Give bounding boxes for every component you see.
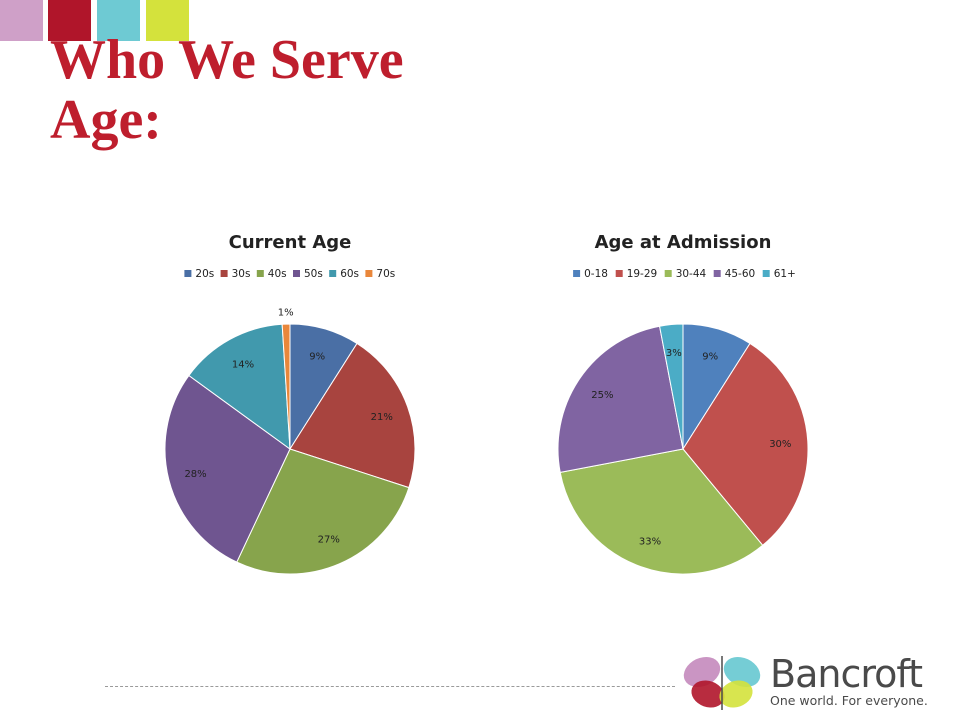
bancroft-logo-icon xyxy=(683,656,761,710)
brand-name: Bancroft xyxy=(770,652,923,696)
data-label: 9% xyxy=(702,351,718,362)
slide-title-line1: Who We Serve xyxy=(50,29,404,91)
pie-slice xyxy=(658,323,684,450)
accent-square-red xyxy=(48,0,91,41)
legend-swatch xyxy=(256,270,264,277)
data-label: 30% xyxy=(769,439,791,450)
accent-square-teal xyxy=(97,0,140,41)
pie-slice xyxy=(682,342,809,547)
current-age-pie-chart: Current Age 20s 30s 40s 50s 60s 70s 9% 21% 27% 28%… xyxy=(164,232,416,575)
legend-swatch xyxy=(293,270,300,277)
pie-slice xyxy=(188,323,291,451)
pie-slice xyxy=(164,374,291,563)
brand-tagline: One world. For everyone. xyxy=(770,693,928,708)
pie-slice xyxy=(559,448,764,575)
legend-label: 50s xyxy=(304,268,323,280)
legend-swatch xyxy=(615,270,623,277)
legend-label: 70s xyxy=(376,268,395,280)
legend-label: 30s xyxy=(232,268,251,280)
data-label: 9% xyxy=(309,351,325,362)
pie-slice xyxy=(236,448,410,575)
legend-swatch xyxy=(573,270,581,277)
data-label: 25% xyxy=(591,390,613,401)
legend-swatch xyxy=(365,270,373,277)
legend-label: 40s xyxy=(268,268,287,280)
age-at-admission-pie-chart: Age at Admission 0-18 19-29 30-44 45-60 61+ 9%… xyxy=(557,232,809,575)
slide-title-line2: Age: xyxy=(50,89,162,151)
legend-swatch xyxy=(220,270,228,277)
legend-swatch xyxy=(184,270,192,277)
accent-square-pink xyxy=(0,0,43,41)
legend-label: 61+ xyxy=(774,268,796,280)
pie-slice xyxy=(289,342,416,489)
legend-label: 0-18 xyxy=(584,268,608,280)
legend-label: 20s xyxy=(195,268,214,280)
data-label: 33% xyxy=(639,537,661,548)
legend-label: 19-29 xyxy=(627,268,658,280)
legend-label: 45-60 xyxy=(725,268,756,280)
pie-slice xyxy=(281,323,291,450)
legend-swatch xyxy=(664,270,672,277)
chart-title: Age at Admission xyxy=(595,232,772,253)
legend-swatch xyxy=(713,270,721,277)
data-label: 1% xyxy=(278,308,294,319)
legend-swatch xyxy=(329,270,337,277)
chart-title: Current Age xyxy=(229,232,352,253)
footer-dashed-line xyxy=(105,686,675,687)
data-label: 21% xyxy=(371,412,393,423)
legend-swatch xyxy=(762,270,770,277)
data-label: 28% xyxy=(184,469,206,480)
legend-label: 60s xyxy=(340,268,359,280)
data-label: 14% xyxy=(232,360,254,371)
data-label: 27% xyxy=(318,534,340,545)
data-label: 3% xyxy=(666,348,682,359)
accent-square-lime xyxy=(146,0,189,41)
slide-title: Who We Serve Age: xyxy=(50,30,404,150)
legend-label: 30-44 xyxy=(676,268,707,280)
pie-slice xyxy=(557,325,684,474)
